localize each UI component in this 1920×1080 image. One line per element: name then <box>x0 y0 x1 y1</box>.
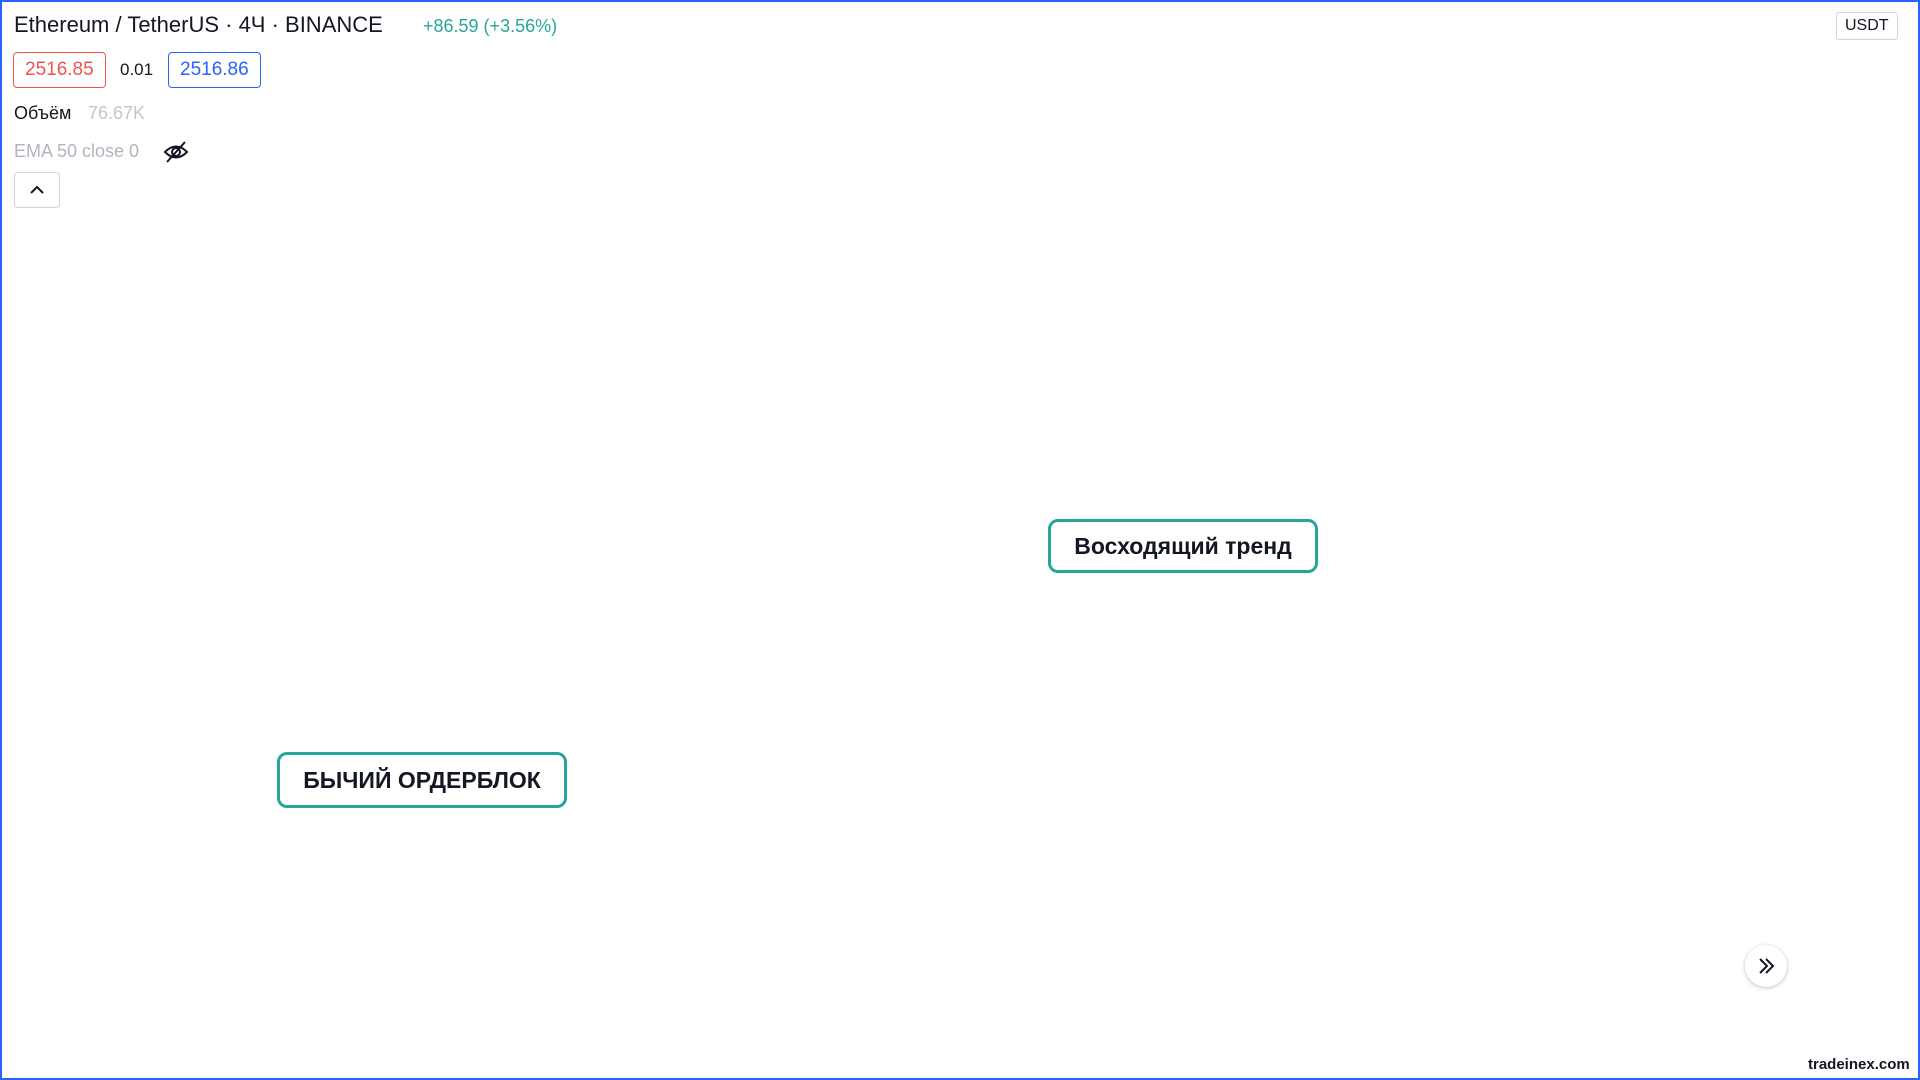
watermark: tradeinex.com <box>1808 1056 1910 1073</box>
currency-label[interactable]: USDT <box>1836 12 1898 40</box>
hide-icon[interactable] <box>162 140 190 164</box>
volume-label: Объём <box>14 103 72 123</box>
order-block-callout: БЫЧИЙ ОРДЕРБЛОК <box>277 752 567 808</box>
trend-callout: Восходящий тренд <box>1048 519 1318 573</box>
symbol-title: Ethereum / TetherUS · 4Ч · BINANCE <box>14 12 383 37</box>
indicator-label: EMA 50 close 0 <box>14 141 140 161</box>
scroll-right-button[interactable] <box>1745 945 1787 987</box>
price-change: +86.59 (+3.56%) <box>423 16 558 36</box>
volume-value: 76.67K <box>88 103 146 123</box>
ask-price[interactable]: 2516.86 <box>168 52 261 88</box>
spread: 0.01 <box>120 60 154 79</box>
bid-price[interactable]: 2516.85 <box>13 52 106 88</box>
collapse-button[interactable] <box>14 172 60 208</box>
